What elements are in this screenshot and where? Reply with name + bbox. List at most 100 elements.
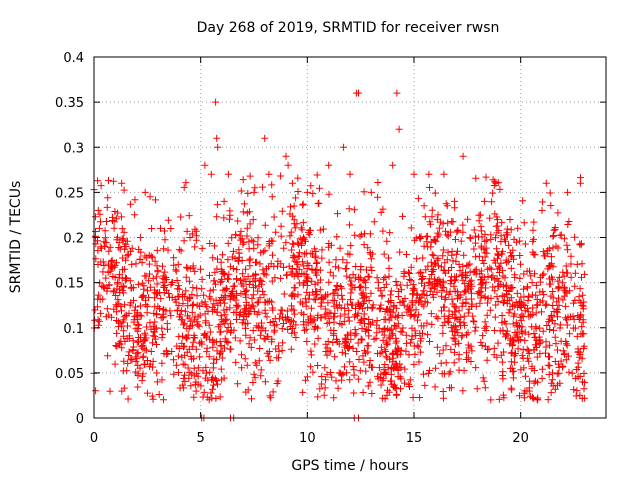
- data-point: [367, 188, 375, 196]
- data-point: [133, 355, 141, 363]
- data-point: [266, 392, 274, 400]
- data-point: [439, 246, 447, 254]
- data-point: [525, 330, 533, 338]
- data-point: [299, 388, 307, 396]
- data-point: [127, 355, 135, 363]
- data-point: [233, 275, 240, 283]
- data-point: [165, 290, 173, 297]
- data-point: [360, 347, 368, 355]
- data-point: [563, 241, 571, 249]
- data-point: [122, 276, 130, 284]
- data-point: [578, 330, 586, 338]
- data-point: [131, 211, 139, 219]
- data-point: [184, 312, 191, 320]
- data-point: [216, 349, 224, 357]
- data-point: [549, 263, 557, 271]
- data-point: [364, 382, 372, 390]
- data-point: [200, 388, 208, 396]
- data-point: [414, 195, 422, 203]
- data-point: [516, 237, 524, 245]
- data-point: [426, 287, 434, 295]
- data-point: [563, 341, 571, 349]
- data-point: [576, 240, 584, 248]
- data-point: [547, 379, 555, 387]
- data-point: [158, 334, 166, 342]
- data-point: [374, 284, 382, 292]
- data-point: [459, 387, 467, 395]
- data-point: [217, 342, 225, 349]
- data-point: [386, 229, 394, 237]
- data-point: [380, 275, 388, 283]
- data-point: [484, 299, 491, 307]
- data-point: [351, 231, 359, 239]
- data-point: [120, 384, 128, 392]
- data-point: [456, 293, 464, 301]
- data-point: [551, 385, 559, 393]
- data-point: [188, 355, 196, 363]
- data-point: [363, 266, 370, 274]
- data-point: [563, 321, 571, 329]
- data-point: [357, 335, 365, 343]
- data-point: [277, 172, 285, 180]
- data-point: [571, 269, 579, 277]
- data-point: [564, 188, 572, 196]
- data-point: [268, 335, 276, 343]
- data-point: [246, 255, 254, 263]
- data-point: [232, 358, 240, 366]
- x-tick-label: 5: [197, 431, 205, 446]
- data-point: [297, 224, 305, 232]
- data-point: [365, 297, 373, 304]
- data-point: [161, 282, 169, 289]
- data-point: [436, 350, 444, 358]
- data-point: [542, 179, 550, 187]
- data-point: [132, 358, 140, 366]
- data-point: [415, 358, 423, 366]
- data-point: [385, 333, 393, 341]
- data-point: [403, 251, 410, 258]
- data-point: [218, 354, 226, 362]
- data-point: [241, 305, 249, 313]
- data-point: [507, 358, 515, 366]
- data-point: [357, 231, 365, 239]
- data-point: [493, 293, 501, 301]
- data-point: [153, 311, 161, 319]
- data-point: [95, 291, 103, 299]
- data-point: [486, 214, 494, 222]
- data-point: [188, 230, 196, 238]
- data-point: [189, 262, 197, 270]
- data-point: [248, 294, 256, 302]
- data-point: [360, 241, 368, 249]
- data-point: [114, 296, 122, 304]
- data-point: [428, 213, 436, 221]
- data-point: [283, 307, 291, 315]
- data-point: [260, 335, 268, 343]
- data-point: [92, 228, 99, 235]
- data-point: [354, 339, 362, 347]
- data-point: [424, 299, 432, 307]
- data-point: [447, 345, 455, 353]
- data-point: [376, 350, 384, 358]
- data-point: [189, 284, 197, 292]
- data-point: [545, 371, 553, 378]
- data-point: [257, 366, 265, 374]
- data-point: [309, 190, 317, 198]
- data-point: [349, 271, 357, 279]
- data-point: [257, 327, 265, 335]
- data-point: [552, 340, 560, 348]
- data-point: [253, 322, 261, 330]
- y-axis-label: SRMTID / TECUs: [8, 181, 24, 294]
- data-point: [560, 235, 568, 243]
- data-point: [320, 391, 328, 399]
- data-point: [562, 288, 570, 296]
- data-point: [280, 263, 287, 271]
- data-point: [510, 367, 518, 375]
- data-point: [546, 189, 554, 197]
- data-point: [295, 249, 303, 257]
- data-point: [245, 256, 253, 264]
- data-point: [567, 273, 575, 281]
- data-point: [412, 297, 420, 305]
- data-point: [156, 305, 163, 312]
- data-point: [102, 239, 110, 247]
- data-point: [481, 384, 489, 392]
- data-point: [277, 274, 285, 282]
